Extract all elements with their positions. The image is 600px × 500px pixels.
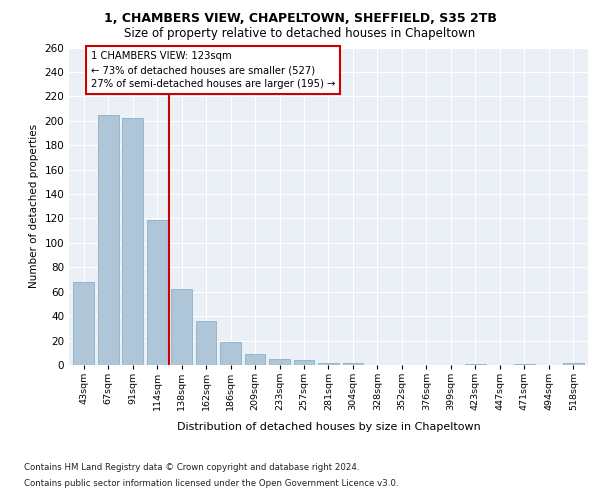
Bar	[465, 364, 486, 365]
Bar	[122, 118, 143, 365]
Bar	[343, 362, 364, 365]
Bar	[514, 364, 535, 365]
Bar	[147, 220, 167, 365]
Text: Size of property relative to detached houses in Chapeltown: Size of property relative to detached ho…	[124, 28, 476, 40]
Text: Distribution of detached houses by size in Chapeltown: Distribution of detached houses by size …	[177, 422, 481, 432]
Bar	[171, 290, 192, 365]
Bar	[73, 282, 94, 365]
Text: Contains public sector information licensed under the Open Government Licence v3: Contains public sector information licen…	[24, 478, 398, 488]
Bar	[98, 114, 119, 365]
Y-axis label: Number of detached properties: Number of detached properties	[29, 124, 39, 288]
Text: 1, CHAMBERS VIEW, CHAPELTOWN, SHEFFIELD, S35 2TB: 1, CHAMBERS VIEW, CHAPELTOWN, SHEFFIELD,…	[104, 12, 496, 26]
Bar	[293, 360, 314, 365]
Bar	[563, 362, 584, 365]
Bar	[318, 362, 339, 365]
Bar	[220, 342, 241, 365]
Bar	[196, 321, 217, 365]
Bar	[245, 354, 265, 365]
Bar	[269, 359, 290, 365]
Text: Contains HM Land Registry data © Crown copyright and database right 2024.: Contains HM Land Registry data © Crown c…	[24, 464, 359, 472]
Text: 1 CHAMBERS VIEW: 123sqm
← 73% of detached houses are smaller (527)
27% of semi-d: 1 CHAMBERS VIEW: 123sqm ← 73% of detache…	[91, 51, 335, 89]
